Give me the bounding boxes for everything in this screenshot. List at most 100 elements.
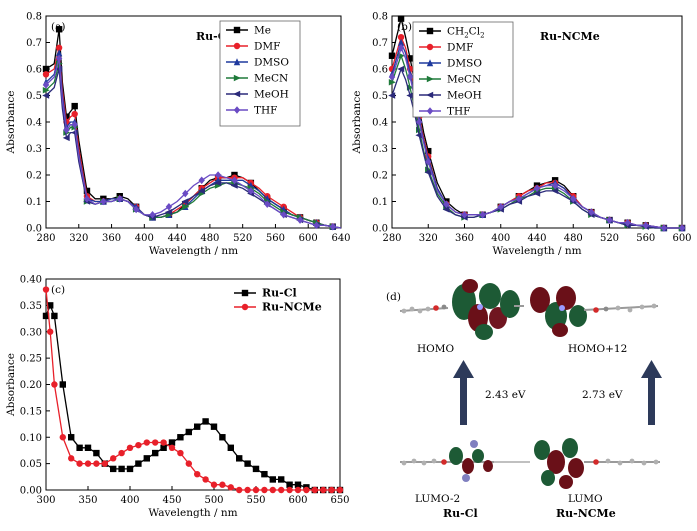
panel-b-legend-marker: [426, 107, 434, 115]
panel-a-xtick-label: 400: [135, 233, 154, 244]
panel-b-series-5-point: [624, 218, 631, 227]
panel-a-series-4-point: [214, 179, 222, 187]
panel-a-legend-label: Me: [254, 25, 271, 37]
panel-b-series-3-point: [388, 79, 396, 86]
panel-a-xtick-label: 600: [299, 233, 318, 244]
panel-a-series-4-point: [42, 92, 50, 99]
panel-b-xtick-label: 320: [419, 233, 438, 244]
panel-b-legend-marker: [426, 91, 434, 99]
panel-c-series-0-point: [76, 444, 83, 451]
panel-b-series-4-point: [406, 92, 414, 99]
panel-c-series-1-point: [47, 328, 54, 335]
panel-a-series-4-point: [230, 182, 238, 189]
panel-a-series-5-point: [280, 210, 287, 219]
panel-c-series-1-point: [76, 460, 83, 467]
panel-a-series-5-point: [149, 210, 156, 219]
formula-part: Cl: [469, 26, 481, 38]
panel-c-legend-label: Ru-NCMe: [262, 301, 322, 314]
panel-c-series-1-point: [42, 286, 50, 293]
panel-c-series-1-point: [177, 449, 184, 457]
panel-c-series-0-point: [110, 465, 117, 473]
panel-a-legend-label: DMF: [254, 41, 280, 53]
panel-c-series-1-point: [194, 470, 201, 478]
panel-a-series-2-point: [55, 49, 63, 57]
panel-c-ytick-label: 0.10: [20, 433, 42, 444]
panel-c-series-1-point: [252, 486, 260, 494]
panel-a-ytick-label: 0.0: [26, 224, 42, 235]
panel-b-xtick-label: 480: [564, 233, 583, 244]
panel-c-series-0-point: [152, 449, 159, 457]
panel-a-ytick-label: 0.8: [26, 12, 42, 23]
panel-c-series-1-point: [68, 455, 75, 462]
panel-c-series-0-point: [227, 444, 234, 451]
panel-b-series-5-point: [570, 195, 577, 203]
panel-c-series-1-point: [160, 439, 167, 446]
panel-b-series-5-point: [415, 118, 423, 126]
panel-a-xtick-label: 320: [69, 233, 88, 244]
panel-c-xtick-label: 300: [36, 495, 55, 506]
panel-c-series-0-point: [194, 423, 201, 430]
lumo-right-molecule-image: [534, 438, 660, 489]
panel-a-xtick-label: 480: [200, 233, 219, 244]
energy-gap-arrow-left: [453, 360, 474, 425]
panel-c-series-0-point: [168, 439, 176, 446]
panel-a-series-0-point: [42, 65, 50, 73]
panel-c-series-1-point: [135, 441, 142, 449]
panel-c-series-1-point: [236, 486, 243, 494]
panel-c-series-0-point: [252, 465, 260, 473]
panel-b-legend-marker: [426, 75, 434, 83]
panel-a-series-5-point: [55, 54, 63, 63]
panel-b-series-4-point: [388, 92, 396, 99]
panel-c-series-0-point: [185, 428, 192, 436]
panel-a-xtick-label: 640: [331, 233, 350, 244]
panel-c-series-0-point: [59, 381, 66, 388]
panel-b-legend-marker: [426, 59, 434, 67]
panel-c-series-1-point: [328, 486, 335, 494]
panel-a-legend-marker: [233, 42, 241, 50]
panel-b-xtick-label: 560: [636, 233, 655, 244]
panel-b-series-4-point: [442, 206, 450, 213]
panel-c-series-0-point: [210, 423, 218, 430]
panel-b-legend-marker: [426, 43, 434, 51]
panel-a-series-4-point: [62, 134, 70, 142]
lumo-left-label: LUMO-2: [415, 493, 460, 505]
panel-a-series-0-point: [63, 113, 70, 120]
panel-a-series-0-point: [83, 187, 91, 195]
panel-c-ytick-label: 0.25: [20, 354, 42, 365]
panel-c: 300 350 400 450 500 550 600 650 0.00 0.05 0.10 0.15…: [5, 275, 350, 520]
panel-c-series-0-point: [294, 481, 302, 488]
panel-a-series-0-point: [71, 102, 78, 110]
panel-c-series-1-point: [269, 486, 276, 494]
panel-a: 280 320 360 400 440 480 520 560 600 640 0.0 0.1 0.2 0…: [5, 12, 351, 258]
panel-c-series-0-point: [135, 460, 142, 467]
panel-b-legend-label: THF: [447, 106, 470, 118]
panel-a-series-1-point: [42, 71, 50, 78]
panel-c-series-0-point: [93, 449, 100, 457]
panel-a-legend-label: DMSO: [254, 57, 289, 69]
panel-c-ytick-label: 0.40: [20, 275, 42, 286]
homo-left-molecule-image: [399, 279, 524, 340]
panel-c-series-0-point: [68, 434, 75, 441]
panel-a-legend-label: MeOH: [254, 89, 289, 101]
molecule-right-name: Ru-NCMe: [556, 507, 616, 520]
panel-c-series-1-point: [219, 481, 226, 488]
panel-b-ylabel: Absorbance: [351, 91, 363, 155]
energy-gap-arrow-right: [641, 360, 662, 425]
panel-b-label: (b): [397, 21, 412, 33]
panel-b-legend-marker: [426, 27, 434, 35]
panel-c-series-0-point: [47, 302, 54, 309]
panel-b-series-5-point: [678, 224, 686, 232]
panel-c-xtick-label: 600: [288, 495, 307, 506]
panel-c-series-0-point: [143, 455, 150, 462]
panel-a-legend-marker: [233, 90, 241, 98]
panel-a-series-4-point: [197, 187, 205, 195]
panel-b-series-5-point: [406, 73, 414, 81]
panel-a-xlabel: Wavelength / nm: [149, 245, 238, 257]
panel-b-series-1-point: [397, 34, 405, 41]
panel-b-ytick-label: 0.1: [372, 197, 388, 208]
panel-a-xtick-label: 520: [233, 233, 252, 244]
panel-c-series-0-point: [286, 481, 293, 488]
panel-c-series-0-point: [219, 434, 226, 441]
panel-b-xtick-label: 280: [382, 233, 401, 244]
